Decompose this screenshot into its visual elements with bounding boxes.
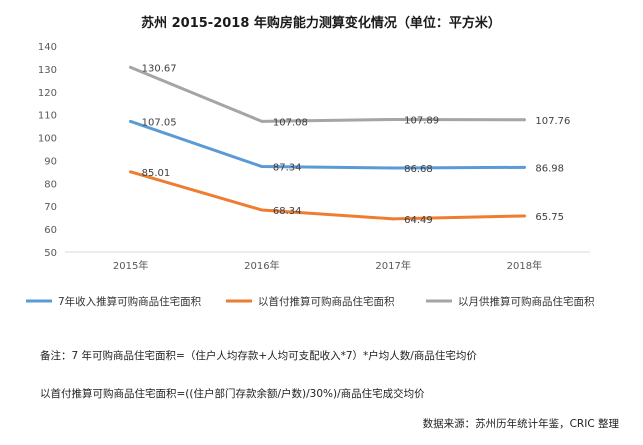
series-line-1 — [129, 119, 526, 170]
series-layer — [129, 65, 526, 221]
legend-label: 7年收入推算可购商品住宅面积 — [58, 295, 202, 308]
data-point — [129, 170, 133, 174]
data-label: 87.34 — [273, 163, 302, 174]
data-label: 64.49 — [404, 215, 433, 226]
data-label: 107.05 — [142, 117, 177, 128]
data-point — [260, 165, 264, 169]
data-label: 130.67 — [142, 63, 177, 74]
chart-title: 苏州 2015-2018 年购房能力测算变化情况（单位：平方米） — [141, 15, 501, 31]
data-point — [391, 166, 395, 170]
legend-label: 以首付推算可购商品住宅面积 — [258, 295, 395, 308]
data-point — [522, 118, 526, 122]
data-label: 107.76 — [535, 116, 570, 127]
data-point — [391, 217, 395, 221]
y-tick-label: 50 — [44, 248, 57, 259]
data-point — [129, 119, 133, 123]
data-label: 65.75 — [535, 212, 564, 223]
data-labels: 107.05 87.34 86.68 86.98 85.01 68.34 64.49 65.7… — [142, 63, 571, 225]
data-label: 85.01 — [142, 168, 171, 179]
data-label: 107.89 — [404, 115, 439, 126]
x-tick-label: 2017年 — [375, 259, 410, 272]
y-tick-label: 70 — [44, 202, 57, 213]
y-tick-label: 110 — [38, 111, 57, 122]
legend-label: 以月供推算可购商品住宅面积 — [458, 295, 595, 308]
legend: 7年收入推算可购商品住宅面积 以首付推算可购商品住宅面积 以月供推算可购商品住宅面积 — [26, 295, 595, 308]
y-tick-label: 140 — [38, 42, 57, 53]
x-axis: 2015年 2016年 2017年 2018年 — [65, 251, 590, 272]
series-line-3 — [129, 65, 526, 123]
data-label: 86.98 — [535, 163, 564, 174]
note-formula-downpayment: 以首付推算可购商品住宅面积=((住户部门存款余额/户数)/30%)/商品住宅成交… — [40, 388, 425, 400]
data-label: 68.34 — [273, 206, 302, 217]
data-label: 86.68 — [404, 164, 433, 175]
data-point — [522, 214, 526, 218]
y-tick-label: 120 — [38, 88, 57, 99]
series-line-2 — [129, 170, 526, 221]
x-tick-label: 2018年 — [507, 259, 542, 272]
y-tick-label: 100 — [38, 134, 57, 145]
data-point — [260, 119, 264, 123]
y-tick-label: 60 — [44, 225, 57, 236]
data-point — [260, 208, 264, 212]
data-label: 107.08 — [273, 117, 308, 128]
data-source: 数据来源：苏州历年统计年鉴，CRIC 整理 — [422, 418, 619, 430]
x-tick-label: 2015年 — [113, 259, 148, 272]
y-tick-label: 80 — [44, 179, 57, 190]
data-point — [391, 117, 395, 121]
data-point — [522, 165, 526, 169]
y-tick-label: 130 — [38, 65, 57, 76]
x-tick-label: 2016年 — [244, 259, 279, 272]
data-point — [129, 65, 133, 69]
note-formula-income: 备注：7 年可购商品住宅面积=（住户人均存款+人均可支配收入*7）*户均人数/商… — [40, 350, 477, 362]
y-axis: 50 60 70 80 90 100 110 120 130 140 — [38, 42, 57, 259]
y-tick-label: 90 — [44, 156, 57, 167]
